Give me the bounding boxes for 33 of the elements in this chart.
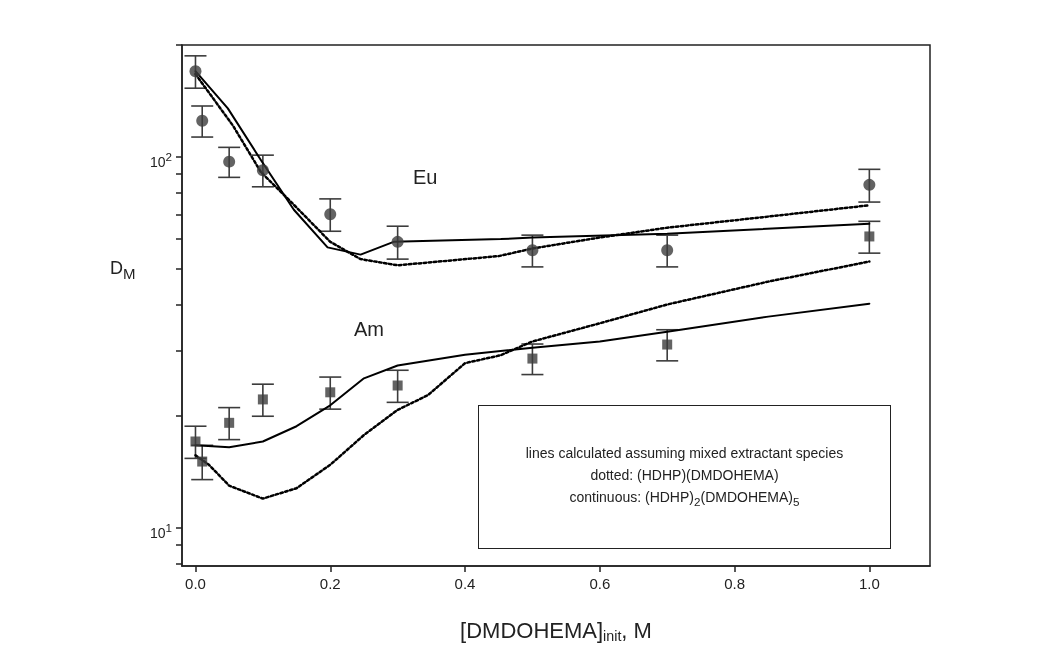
point bbox=[392, 380, 403, 391]
point bbox=[223, 155, 236, 168]
annotation: Eu bbox=[413, 166, 438, 189]
point bbox=[324, 208, 337, 221]
point bbox=[863, 178, 876, 191]
point bbox=[196, 114, 209, 127]
point bbox=[189, 65, 202, 78]
point bbox=[224, 417, 235, 428]
point bbox=[190, 436, 201, 447]
x-tick-label: 0.2 bbox=[319, 575, 341, 592]
point bbox=[391, 235, 404, 248]
point bbox=[527, 353, 538, 364]
annotation: Am bbox=[354, 318, 384, 341]
point bbox=[864, 231, 875, 242]
x-tick-label: 0.6 bbox=[589, 575, 611, 592]
y-tick-label: 10$^{2}$ bbox=[149, 148, 172, 170]
point bbox=[256, 164, 269, 177]
x-tick-label: 0.0 bbox=[185, 575, 206, 592]
point bbox=[526, 244, 539, 257]
point bbox=[257, 394, 268, 405]
annotation: lines calculated assuming mixed extractant species bbox=[525, 443, 844, 463]
point bbox=[197, 456, 208, 467]
annotation: dotted: (HDHP)(DMDOHEMA) bbox=[590, 465, 779, 485]
x-tick-label: 1.0 bbox=[858, 575, 880, 592]
y-tick-label: 10$^{1}$ bbox=[149, 520, 172, 541]
x-tick-label: 0.4 bbox=[454, 575, 476, 592]
x-tick-label: 0.8 bbox=[724, 575, 746, 592]
y-axis-title: D$_{M}$ bbox=[110, 258, 136, 282]
note-box: lines calculated assuming mixed extractant species dotted: (HDHP)(DMDOHEMA) continuous: (HDHP)$_{2}$(DMDOHEMA)$_{5}$ bbox=[478, 405, 891, 549]
annotation: continuous: (HDHP)$_{2}$(DMDOHEMA)$_{5}$ bbox=[569, 487, 800, 510]
point bbox=[325, 387, 336, 398]
point bbox=[662, 339, 673, 350]
point bbox=[661, 244, 674, 257]
